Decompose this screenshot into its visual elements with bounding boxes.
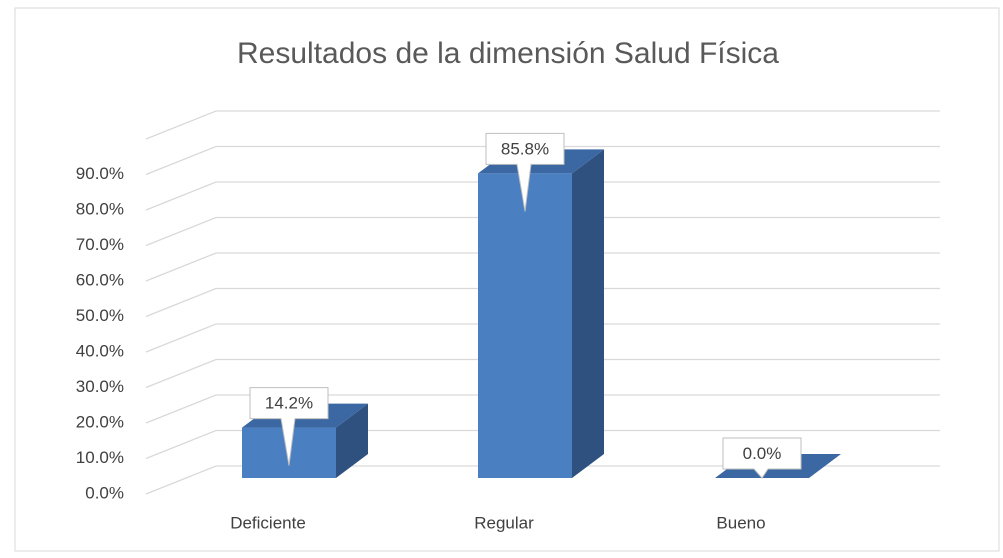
y-tick-label: 10.0% (76, 448, 124, 467)
grid-line (145, 465, 940, 495)
grid-line (145, 110, 940, 140)
y-tick-label: 60.0% (76, 270, 124, 289)
grid-line (145, 216, 940, 247)
data-label-box (485, 132, 565, 212)
bar-front (478, 173, 572, 478)
y-tick-label: 50.0% (76, 306, 124, 325)
y-tick-label: 80.0% (76, 199, 124, 218)
x-tick-label: Deficiente (230, 513, 306, 532)
y-tick-label: 40.0% (76, 341, 124, 360)
grid-line (145, 358, 940, 389)
grid-line (145, 181, 940, 211)
y-tick-label: 70.0% (76, 235, 124, 254)
x-tick-label: Bueno (716, 513, 765, 532)
y-tick-label: 30.0% (76, 377, 124, 396)
data-label-box (722, 437, 802, 479)
bar-side (336, 403, 368, 478)
grid-line (145, 429, 940, 460)
grid-line (145, 394, 940, 424)
grid-line (145, 323, 940, 353)
y-tick-label: 20.0% (76, 412, 124, 431)
grid-line (145, 145, 940, 176)
y-tick-label: 0.0% (85, 483, 124, 502)
data-label: 85.8% (501, 139, 549, 158)
grid-line (145, 287, 940, 318)
data-label: 14.2% (265, 394, 313, 413)
data-label-box (249, 387, 329, 466)
bar-side (572, 149, 604, 478)
grid-line (145, 252, 940, 282)
data-label: 0.0% (743, 444, 782, 463)
y-tick-label: 90.0% (76, 164, 124, 183)
chart-title: Resultados de la dimensión Salud Física (237, 37, 779, 70)
x-tick-label: Regular (474, 513, 534, 532)
